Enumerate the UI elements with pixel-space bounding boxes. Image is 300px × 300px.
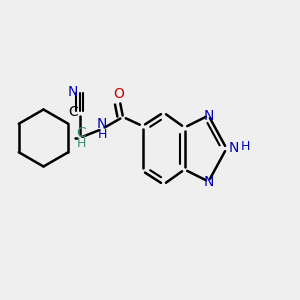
Text: N: N	[203, 175, 214, 188]
Text: O: O	[113, 88, 124, 101]
Text: N: N	[229, 142, 239, 155]
Text: C: C	[76, 127, 86, 140]
Text: N: N	[203, 109, 214, 122]
Text: H: H	[97, 128, 107, 141]
Text: C: C	[68, 106, 78, 119]
Text: N: N	[68, 85, 78, 98]
Text: H: H	[240, 140, 250, 154]
Text: N: N	[97, 118, 107, 131]
Text: H: H	[76, 137, 86, 150]
